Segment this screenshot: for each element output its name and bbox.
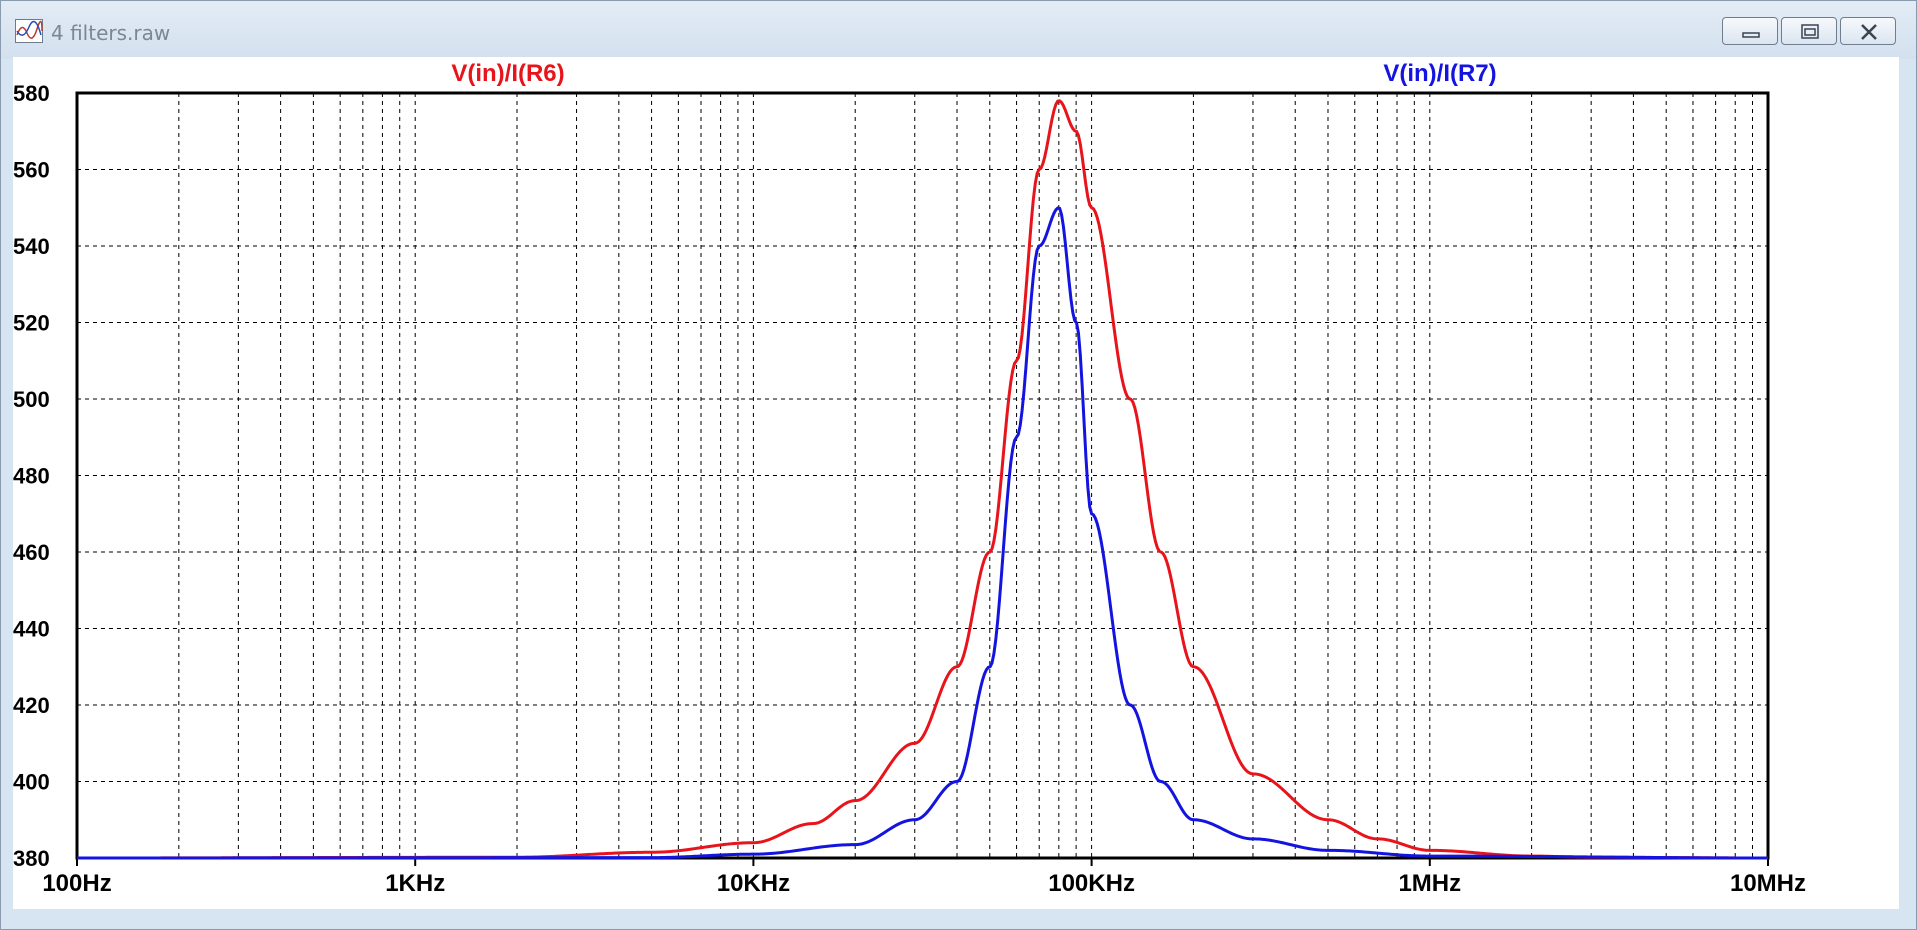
y-tick-label: 400	[13, 770, 50, 795]
waveform-icon	[15, 19, 43, 43]
title-bar[interactable]: 4 filters.raw	[1, 1, 1916, 59]
x-tick-label: 10KHz	[717, 870, 790, 897]
y-tick-label: 480	[13, 464, 50, 489]
trace-1	[77, 99, 1768, 860]
y-tick-label: 440	[13, 617, 50, 642]
window-bottom-border	[1, 909, 1916, 929]
x-tick-label: 100Hz	[42, 870, 111, 897]
y-tick-label: 500	[13, 387, 50, 412]
x-tick-label: 100KHz	[1048, 870, 1135, 897]
waveform-chart[interactable]: 380 400 420 440 460 480 500 520 540 560 580 100Hz 1K…	[13, 57, 1899, 909]
trace-label-2: V(in)/I(R7)	[1383, 60, 1496, 87]
trace-label-1: V(in)/I(R6)	[451, 60, 564, 87]
maximize-button[interactable]	[1781, 17, 1837, 45]
y-tick-label: 540	[13, 234, 50, 259]
y-tick-label: 580	[13, 81, 50, 106]
y-tick-label: 420	[13, 693, 50, 718]
y-tick-label: 460	[13, 540, 50, 565]
x-tick-label: 1KHz	[385, 870, 445, 897]
x-tick-label: 10MHz	[1730, 870, 1806, 897]
minimize-icon	[1742, 32, 1760, 38]
close-button[interactable]	[1840, 17, 1896, 45]
x-tick-label: 1MHz	[1398, 870, 1461, 897]
y-tick-label: 520	[13, 311, 50, 336]
close-icon	[1861, 24, 1877, 40]
window-title: 4 filters.raw	[51, 21, 171, 45]
trace-2	[77, 206, 1768, 860]
plot-pane[interactable]: 380 400 420 440 460 480 500 520 540 560 580 100Hz 1K…	[13, 57, 1899, 909]
restore-icon	[1801, 24, 1819, 39]
minimize-button[interactable]	[1722, 17, 1778, 45]
y-tick-label: 380	[13, 846, 50, 871]
y-tick-label: 560	[13, 158, 50, 183]
plot-frame	[75, 91, 1770, 860]
